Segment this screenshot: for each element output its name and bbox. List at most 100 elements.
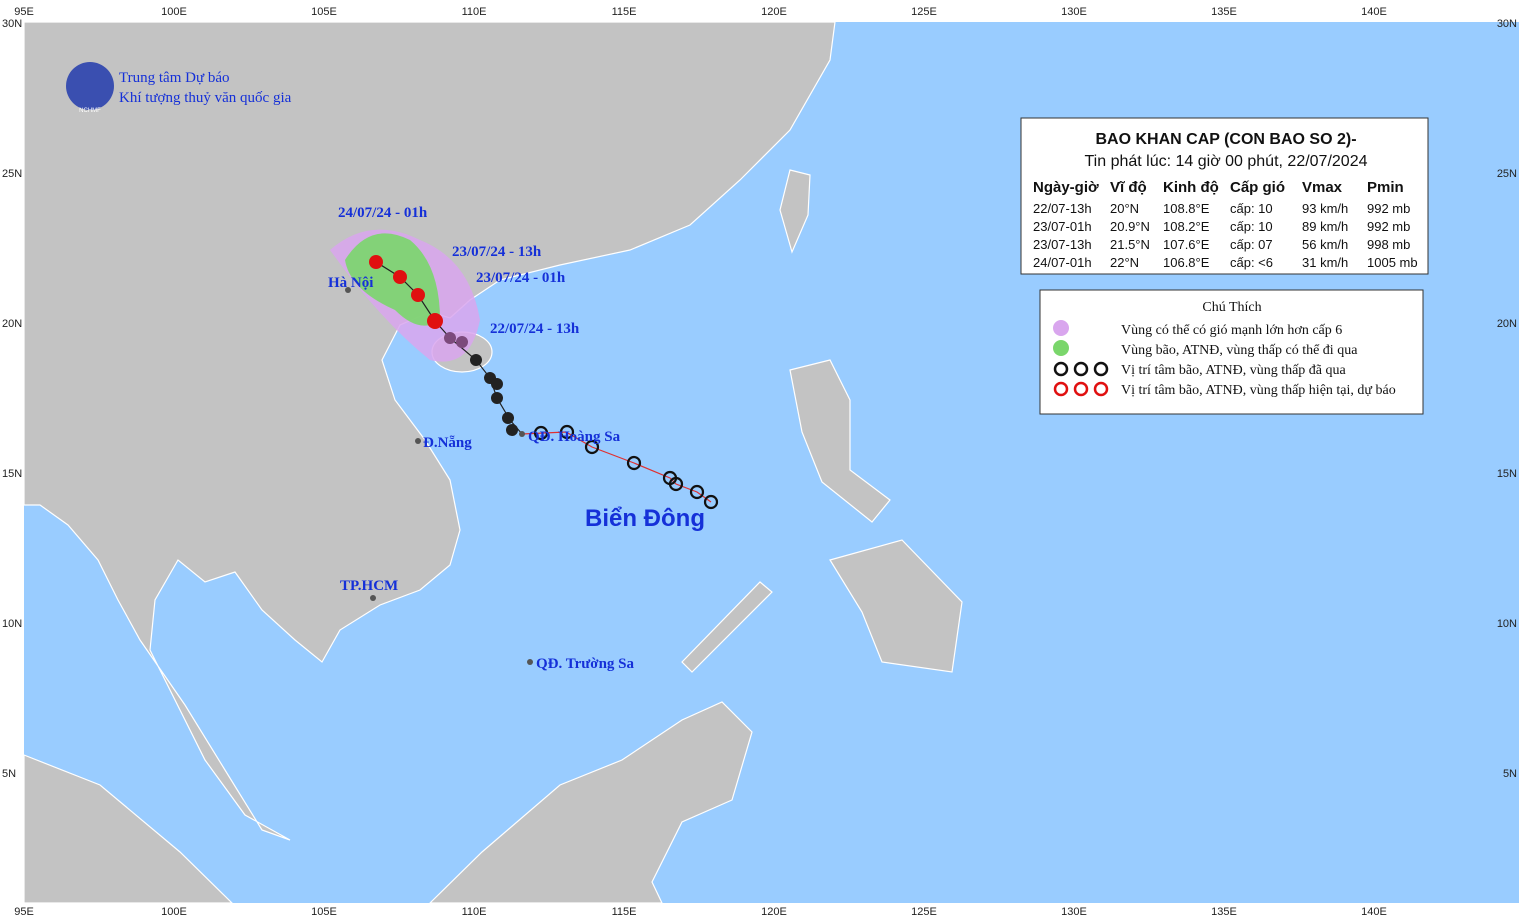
table-cell: 107.6°E — [1163, 237, 1210, 252]
lon-label: 130E — [1061, 906, 1087, 918]
table-cell: cấp: 10 — [1230, 201, 1273, 216]
lat-label: 20N — [1497, 318, 1517, 330]
lat-label: 15N — [1497, 468, 1517, 480]
place-label: QĐ. Hoàng Sa — [528, 429, 621, 445]
table-cell: cấp: 07 — [1230, 237, 1273, 252]
past-storm-positions — [444, 332, 518, 436]
table-cell: 1005 mb — [1367, 255, 1418, 270]
table-cell: 992 mb — [1367, 219, 1410, 234]
place-dots — [345, 287, 533, 665]
table-cell: 31 km/h — [1302, 255, 1348, 270]
logo-text: NCHMF — [79, 108, 101, 114]
table-header: Ngày-giờ — [1033, 179, 1099, 196]
table-cell: cấp: 10 — [1230, 219, 1273, 234]
lat-label: 5N — [2, 768, 16, 780]
lon-label: 110E — [462, 906, 487, 918]
track-line — [375, 261, 523, 435]
table-cell: 23/07-13h — [1033, 237, 1092, 252]
table-header: Vmax — [1302, 179, 1343, 196]
table-cell: 22/07-13h — [1033, 201, 1092, 216]
lon-label: 115E — [612, 6, 637, 18]
table-header: Kinh độ — [1163, 179, 1219, 196]
lon-label: 135E — [1211, 906, 1237, 918]
lon-label: 110E — [462, 6, 487, 18]
lat-label: 30N — [2, 18, 22, 30]
forecast-label: 24/07/24 - 01h — [338, 205, 428, 221]
taiwan — [779, 169, 811, 254]
table-cell: 21.5°N — [1110, 237, 1150, 252]
org-name: Trung tâm Dự báo — [119, 70, 230, 86]
forecast-label: 23/07/24 - 13h — [452, 244, 542, 260]
lon-label: 100E — [161, 906, 187, 918]
table-cell: 23/07-01h — [1033, 219, 1092, 234]
luzon — [789, 359, 891, 523]
lon-label: 115E — [612, 906, 637, 918]
past-positions — [533, 424, 719, 510]
legend-item: Vùng bão, ATNĐ, vùng thấp có thể đi qua — [1121, 343, 1358, 358]
table-cell: 89 km/h — [1302, 219, 1348, 234]
lon-label: 120E — [761, 6, 787, 18]
forecast-positions — [369, 255, 443, 329]
lon-label: 125E — [911, 6, 937, 18]
lat-label: 10N — [2, 618, 22, 630]
table-cell: 22°N — [1110, 255, 1139, 270]
legend-item: Vị trí tâm bão, ATNĐ, vùng thấp đã qua — [1121, 363, 1347, 378]
sumatra — [23, 754, 234, 904]
table-cell: 24/07-01h — [1033, 255, 1092, 270]
forecast-label: 22/07/24 - 13h — [490, 321, 580, 337]
sea-label: Biển Đông — [585, 505, 705, 532]
lon-label: 120E — [761, 906, 787, 918]
lon-label: 105E — [311, 6, 337, 18]
table-header: Vĩ độ — [1110, 179, 1147, 196]
place-label: QĐ. Trường Sa — [536, 656, 635, 672]
table-cell: 108.8°E — [1163, 201, 1210, 216]
table-cell: 106.8°E — [1163, 255, 1210, 270]
logo — [66, 62, 114, 110]
org-name: Khí tượng thuỷ văn quốc gia — [119, 90, 292, 106]
mindanao — [829, 539, 963, 673]
past-track-line — [521, 431, 712, 503]
lat-label: 10N — [1497, 618, 1517, 630]
legend: Chú Thích Vùng có thể có gió mạnh lớn hơ… — [1039, 289, 1424, 415]
lat-label: 5N — [1503, 768, 1517, 780]
place-label: TP.HCM — [340, 578, 398, 594]
lon-label: 135E — [1211, 6, 1237, 18]
lon-label: 125E — [911, 906, 937, 918]
lat-label: 25N — [1497, 168, 1517, 180]
lon-label: 95E — [14, 6, 34, 18]
table-header: Pmin — [1367, 179, 1404, 196]
lon-label: 140E — [1361, 906, 1387, 918]
palawan — [681, 581, 773, 673]
table-cell: 93 km/h — [1302, 201, 1348, 216]
table-cell: cấp: <6 — [1230, 255, 1273, 270]
table-cell: 108.2°E — [1163, 219, 1210, 234]
place-label: Đ.Nẵng — [423, 435, 472, 451]
lat-label: 25N — [2, 168, 22, 180]
legend-item: Vị trí tâm bão, ATNĐ, vùng thấp hiện tại… — [1121, 383, 1396, 398]
lat-label: 20N — [2, 318, 22, 330]
legend-item: Vùng có thể có gió mạnh lớn hơn cấp 6 — [1121, 323, 1342, 338]
borneo — [428, 701, 753, 904]
table-header: Cấp gió — [1230, 179, 1285, 196]
table-cell: 56 km/h — [1302, 237, 1348, 252]
table-cell: 20.9°N — [1110, 219, 1150, 234]
table-cell: 998 mb — [1367, 237, 1410, 252]
table-cell: 992 mb — [1367, 201, 1410, 216]
forecast-label: 23/07/24 - 01h — [476, 270, 566, 286]
info-title: BAO KHAN CAP (CON BAO SO 2)- — [1095, 131, 1356, 148]
place-label: Hà Nội — [328, 275, 373, 291]
lat-label: 30N — [1497, 18, 1517, 30]
table-cell: 20°N — [1110, 201, 1139, 216]
track-cone — [345, 233, 440, 326]
lon-label: 130E — [1061, 6, 1087, 18]
legend-title: Chú Thích — [1202, 300, 1261, 315]
lon-label: 100E — [161, 6, 187, 18]
lon-label: 105E — [311, 906, 337, 918]
mainland — [23, 21, 836, 841]
info-box: BAO KHAN CAP (CON BAO SO 2)- Tin phát lú… — [1020, 117, 1429, 275]
lat-label: 15N — [2, 468, 22, 480]
info-subtitle: Tin phát lúc: 14 giờ 00 phút, 22/07/2024 — [1085, 153, 1368, 170]
lon-label: 95E — [14, 906, 34, 918]
lon-label: 140E — [1361, 6, 1387, 18]
